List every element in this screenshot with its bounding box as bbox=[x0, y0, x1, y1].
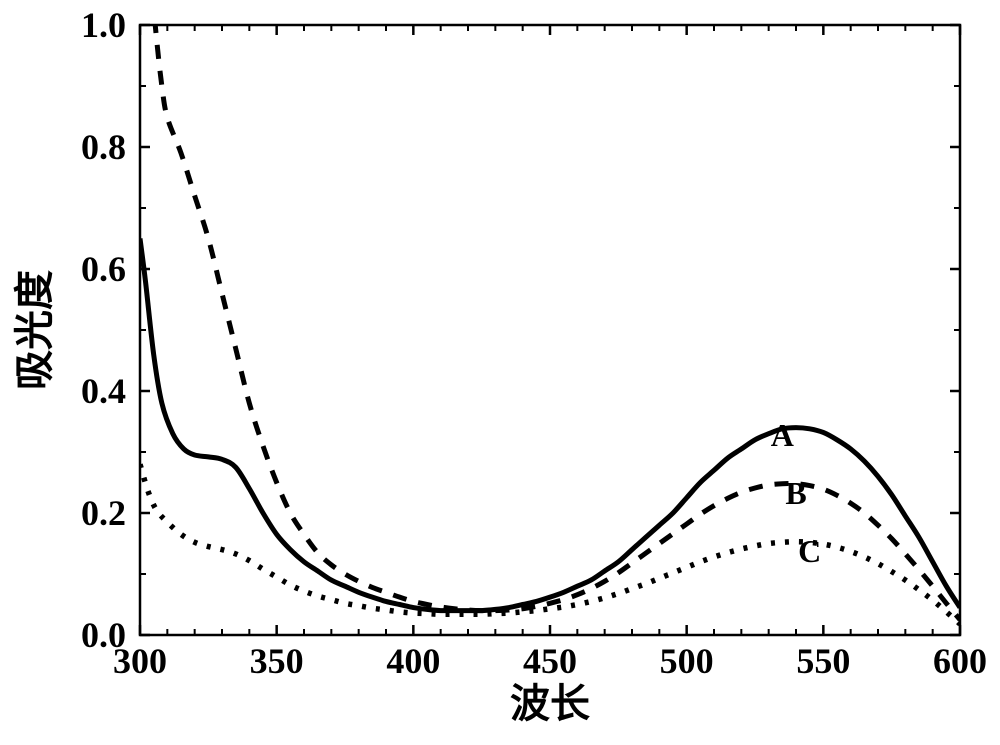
y-axis-label: 吸光度 bbox=[12, 270, 57, 390]
x-tick-label: 350 bbox=[250, 641, 304, 681]
x-tick-label: 450 bbox=[523, 641, 577, 681]
series-C bbox=[140, 464, 960, 624]
series-label-A: A bbox=[771, 417, 794, 453]
plot-frame bbox=[140, 25, 960, 635]
x-tick-label: 600 bbox=[933, 641, 987, 681]
absorbance-chart: 3003504004505005506000.00.20.40.60.81.0A… bbox=[0, 0, 1000, 745]
y-tick-label: 1.0 bbox=[81, 5, 126, 45]
y-tick-label: 0.4 bbox=[81, 371, 126, 411]
x-tick-label: 500 bbox=[660, 641, 714, 681]
y-tick-label: 0.0 bbox=[81, 615, 126, 655]
series-B bbox=[140, 0, 960, 620]
y-tick-label: 0.8 bbox=[81, 127, 126, 167]
chart-svg: 3003504004505005506000.00.20.40.60.81.0A… bbox=[0, 0, 1000, 745]
series-label-B: B bbox=[785, 475, 806, 511]
x-axis-label: 波长 bbox=[510, 681, 590, 726]
y-tick-label: 0.6 bbox=[81, 249, 126, 289]
y-tick-label: 0.2 bbox=[81, 493, 126, 533]
x-tick-label: 400 bbox=[386, 641, 440, 681]
series-A bbox=[140, 239, 960, 611]
x-tick-label: 550 bbox=[796, 641, 850, 681]
series-label-C: C bbox=[798, 533, 821, 569]
